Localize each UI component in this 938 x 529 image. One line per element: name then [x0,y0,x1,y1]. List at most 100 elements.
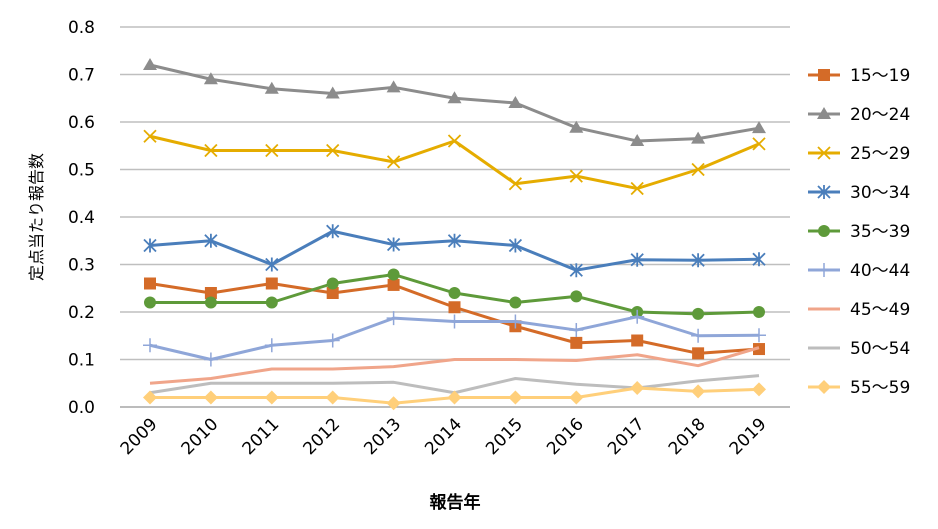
data-point [144,277,156,290]
data-point [204,296,217,309]
series-3 [143,224,766,278]
data-point [447,390,462,405]
data-point [817,380,831,394]
data-point [325,390,340,405]
data-point [143,390,157,405]
series-lines [143,58,766,411]
data-point [509,296,522,309]
data-point [143,58,157,70]
y-tick-label: 0.3 [68,256,95,276]
data-point [264,81,279,94]
data-point [447,91,462,104]
legend-item: 45～49 [808,300,910,320]
data-point [630,134,645,146]
series-2 [143,129,766,196]
data-point [752,137,766,151]
series-6 [149,346,760,385]
data-point [264,338,279,353]
data-point [752,252,766,267]
data-point [143,338,157,353]
data-point [508,96,523,108]
data-point [692,347,705,360]
data-point [448,301,461,314]
data-point [447,233,462,248]
data-point [264,390,279,405]
data-point [691,253,705,268]
x-axis-label: 報告年 [430,492,481,513]
data-point [265,257,279,272]
data-point [508,177,523,191]
data-point [387,278,400,291]
data-point [691,131,706,144]
data-point [143,129,157,143]
x-tick-label: 2015 [482,414,527,459]
data-point [386,155,401,169]
data-point [447,134,462,148]
data-point [386,237,401,252]
y-tick-label: 0.4 [68,208,95,228]
data-point [143,238,157,253]
data-point [752,382,766,397]
data-point [265,143,279,158]
data-point [630,381,645,395]
data-point [752,121,766,134]
y-tick-label: 0.2 [68,303,95,323]
data-point [326,287,339,299]
data-point [386,311,401,326]
data-point [570,290,583,303]
y-tick-label: 0.0 [68,398,95,418]
x-tick-label: 2017 [604,414,649,459]
data-point [447,314,462,329]
series-line [149,134,760,190]
data-point [817,263,831,277]
data-point [386,396,401,411]
y-tick-label: 0.6 [68,113,95,133]
data-point [326,143,340,158]
legend-label: 35～39 [850,222,910,242]
data-point [691,384,706,399]
data-point [265,296,278,309]
data-point [630,252,644,267]
x-tick-label: 2014 [421,414,466,459]
data-point [325,86,340,99]
x-tick-label: 2010 [178,414,223,459]
data-point [818,69,830,81]
legend-item: 50～54 [808,339,910,359]
y-tick-label: 0.5 [68,161,95,181]
gridlines [120,26,790,408]
data-point [144,296,156,309]
y-tick-label: 0.1 [68,351,95,371]
data-point [203,352,218,367]
series-8 [143,381,766,411]
legend: 15～19 20～24 25～29 30～34 35～39 40～44 45～49 50～54… [808,66,910,398]
x-tick-label: 2019 [726,414,771,459]
data-point [204,233,218,248]
legend-label: 30～34 [850,183,910,203]
data-point [818,225,830,237]
legend-item: 20～24 [808,105,910,125]
data-point [691,328,706,343]
legend-label: 20～24 [850,105,910,125]
data-point [203,390,218,405]
data-point [817,185,831,199]
data-point [570,336,583,349]
data-point [569,263,583,278]
data-point [325,333,340,348]
data-point [387,268,400,281]
legend-item: 30～34 [808,183,910,203]
x-tick-label: 2011 [239,414,284,459]
data-point [817,146,831,160]
data-point [508,314,523,329]
data-point [204,287,217,299]
data-point [817,107,831,119]
y-axis-label: 定点当たり報告数 [27,153,46,281]
data-point [265,277,278,290]
series-0 [144,277,765,360]
data-point [630,181,644,196]
legend-item: 35～39 [808,222,910,242]
legend-item: 25～29 [808,144,910,164]
data-point [753,306,765,318]
y-tick-label: 0.8 [68,18,95,38]
data-point [692,307,705,320]
